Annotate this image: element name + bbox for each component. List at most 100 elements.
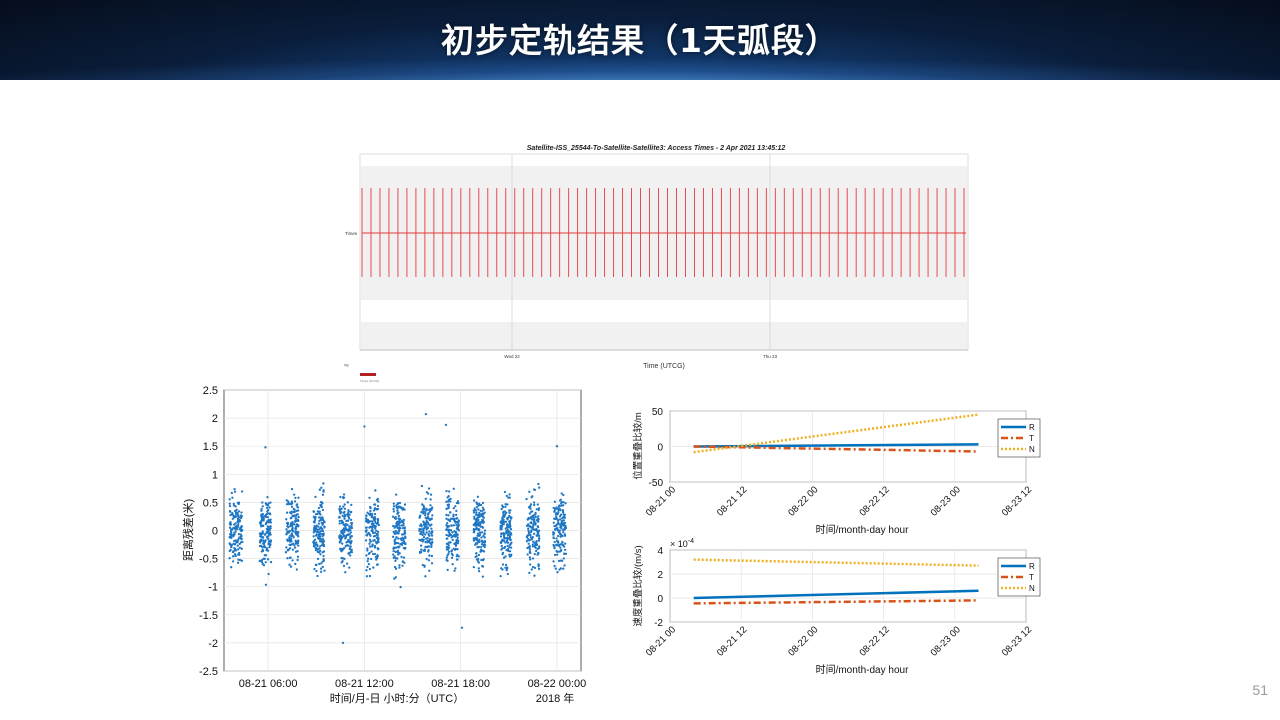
scatter-point — [447, 514, 450, 517]
scatter-point — [393, 541, 397, 544]
scatter-point — [290, 503, 293, 506]
scatter-point — [527, 506, 531, 509]
scatter-point — [319, 500, 323, 504]
scatter-point — [399, 527, 402, 530]
scatter-point — [430, 562, 434, 565]
scatter-point — [234, 522, 237, 525]
scatter-point — [349, 542, 352, 545]
scatter-point — [234, 539, 237, 542]
scatter-point — [419, 523, 423, 526]
scatter-point — [231, 517, 234, 520]
scatter-point — [292, 542, 295, 545]
scatter-point — [505, 531, 508, 534]
scatter-point — [474, 508, 477, 512]
scatter-point — [291, 520, 294, 524]
scatter-point — [506, 523, 509, 526]
scatter-point — [425, 531, 428, 534]
scatter-point — [315, 533, 318, 536]
scatter-point — [399, 585, 402, 589]
rtn-xtick: 08-22 00 — [786, 484, 820, 518]
scatter-point — [474, 518, 478, 522]
scatter-point — [398, 517, 402, 521]
scatter-point — [297, 535, 300, 538]
scatter-point — [531, 565, 535, 569]
scatter-point — [234, 509, 237, 513]
scatter-point — [230, 530, 233, 533]
scatter-point — [455, 540, 458, 543]
scatter-point — [449, 500, 452, 503]
scatter-point — [347, 552, 350, 555]
scatter-point — [446, 554, 449, 557]
scatter-point — [316, 510, 320, 513]
scatter-point — [376, 530, 380, 533]
scatter-point — [292, 523, 296, 526]
scatter-point — [294, 519, 297, 522]
scatter-point — [312, 510, 315, 513]
scatter-point — [262, 542, 266, 545]
scatter-point — [394, 576, 397, 579]
scatter-point — [562, 519, 566, 522]
scatter-point — [505, 494, 509, 498]
scatter-point — [286, 557, 289, 560]
scatter-point — [530, 496, 533, 499]
scatter-point — [297, 544, 300, 547]
scatter-point — [530, 538, 533, 541]
scatter-point — [366, 549, 369, 552]
scatter-point — [476, 495, 480, 498]
scatter-point — [429, 493, 433, 496]
scatter-point — [372, 518, 376, 521]
scatter-point — [366, 565, 369, 569]
scatter-point — [454, 567, 457, 570]
scatter-point — [373, 546, 377, 549]
scatter-point — [392, 502, 395, 505]
scatter-point — [317, 535, 320, 538]
scatter-point — [532, 523, 535, 527]
scatter-point — [261, 517, 264, 520]
scatter-point — [430, 545, 433, 549]
scatter-point — [472, 527, 476, 531]
scatter-point — [502, 519, 505, 522]
scatter-point — [240, 534, 243, 538]
rtn-xtick: 08-21 12 — [715, 624, 749, 658]
scatter-point — [537, 507, 541, 510]
scatter-point — [365, 569, 368, 572]
scatter-point — [318, 510, 321, 513]
scatter-point — [422, 531, 425, 535]
scatter-point — [424, 497, 427, 500]
scatter-point — [530, 568, 533, 571]
scatter-point — [553, 553, 557, 557]
scatter-outlier — [424, 413, 428, 416]
scatter-point — [314, 546, 317, 549]
scatter-point — [503, 510, 507, 513]
scatter-point — [240, 538, 243, 541]
scatter-point — [236, 515, 239, 518]
scatter-point — [291, 514, 294, 518]
scatter-point — [478, 511, 481, 515]
scatter-point — [534, 523, 537, 526]
scatter-point — [286, 549, 290, 552]
scatter-point — [508, 514, 511, 518]
scatter-point — [402, 541, 405, 544]
scatter-point — [268, 532, 271, 535]
scatter-point — [320, 562, 323, 565]
scatter-point — [424, 545, 427, 549]
scatter-point — [431, 514, 434, 517]
scatter-point — [265, 547, 269, 550]
scatter-point — [424, 512, 427, 515]
scatter-point — [472, 499, 476, 502]
scatter-point — [430, 554, 434, 558]
scatter-point — [452, 518, 456, 521]
scatter-point — [525, 540, 529, 543]
scatter-point — [366, 511, 369, 514]
scatter-point — [370, 522, 374, 526]
scatter-point — [446, 542, 449, 545]
scatter-point — [427, 545, 431, 548]
scatter-point — [424, 514, 427, 517]
scatter-point — [240, 490, 244, 493]
scatter-point — [455, 509, 458, 513]
scatter-point — [479, 523, 482, 526]
rtn-ytick: 50 — [652, 407, 664, 418]
scatter-point — [500, 520, 503, 523]
scatter-point — [499, 525, 503, 528]
scatter-point — [296, 540, 300, 544]
